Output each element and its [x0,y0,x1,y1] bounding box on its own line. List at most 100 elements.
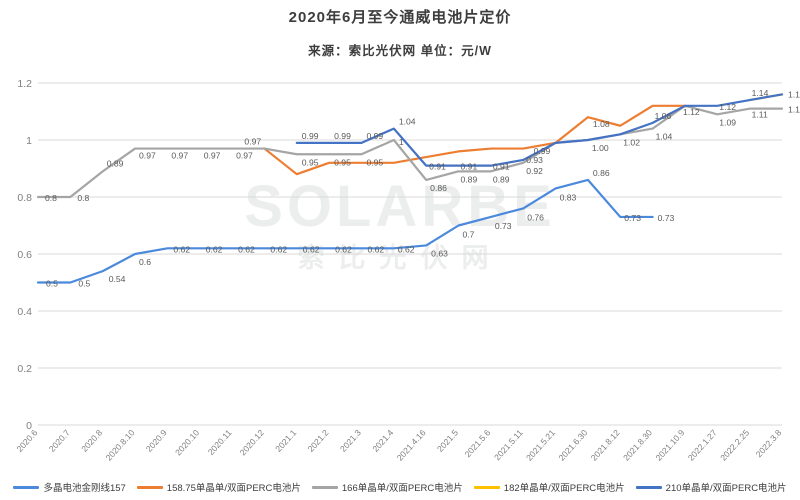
data-label: 1 [399,137,404,147]
data-label: 1.02 [623,137,640,147]
x-axis-tick-label: 2021.5.11 [492,427,525,462]
legend-item[interactable]: 158.75单晶单/双面PERC电池片 [136,480,301,494]
chart-legend: 多晶电池金刚线157 158.75单晶单/双面PERC电池片 166单晶单/双面PE… [0,480,800,494]
data-label: 1.08 [593,119,610,129]
data-label: 1.06 [655,111,672,121]
data-label: 0.92 [526,166,543,176]
data-label: 1.11 [752,110,768,120]
x-axis-tick-label: 2020.10 [173,427,201,457]
legend-swatch-icon [13,485,40,489]
x-axis-tick-label: 2020.8 [79,427,104,453]
x-axis-tick-label: 2021.5.6 [463,427,493,459]
chart-subtitle: 来源：索比光伏网 单位：元/W [308,44,492,58]
data-label: 0.73 [624,213,641,223]
legend-swatch-icon [136,485,163,489]
x-axis-tick-label: 2022.2.25 [718,427,751,462]
x-axis-tick-label: 2020.11 [206,427,234,456]
data-label: 0.62 [270,244,287,254]
x-axis-tick-label: 2021.8.12 [589,427,622,462]
data-label: 1.00 [592,143,609,153]
data-label: 0.95 [302,157,319,167]
legend-label: 多晶电池金刚线157 [43,483,126,494]
data-label: 0.63 [431,248,448,258]
data-label: 0.97 [139,151,156,161]
data-label: 0.97 [204,151,221,161]
x-axis-tick-label: 2021.8.30 [621,427,654,462]
data-label: 0.8 [45,193,57,203]
x-axis-tick-label: 2021.3 [338,427,363,453]
legend-item[interactable]: 多晶电池金刚线157 [13,480,126,494]
data-label: 0.5 [78,279,90,289]
legend-item[interactable]: 166单晶单/双面PERC电池片 [311,480,463,494]
x-axis-tick-label: 2022.1.27 [686,427,719,462]
data-label: 0.62 [367,244,384,254]
data-label: 0.62 [335,244,352,254]
data-label: 0.8 [77,193,89,203]
y-axis-tick-label: 0.6 [17,249,32,261]
series-line [36,178,654,284]
data-label: 0.62 [206,244,223,254]
legend-swatch-icon [311,485,338,489]
data-label: 0.93 [526,155,543,165]
x-axis-tick-label: 2021.10.9 [653,427,686,462]
data-label: 0.86 [430,183,447,193]
data-label: 1.12 [683,107,700,117]
series-line [263,104,687,176]
x-axis-tick-label: 2021.6.30 [556,427,589,462]
legend-label: 210单晶单/双面PERC电池片 [665,483,787,494]
x-axis-tick-label: 2021.5 [435,427,460,453]
y-axis-tick-label: 1.2 [17,78,32,90]
data-label: 0.62 [238,244,255,254]
series-line [36,104,784,199]
x-axis-tick-label: 2020.12 [238,427,266,457]
data-label: 1.12 [719,102,736,112]
data-label: 0.97 [244,137,261,147]
data-label: 0.95 [366,157,383,167]
data-label: 0.91 [493,162,510,172]
data-label: 1.16 [788,89,800,99]
x-axis-tick-label: 2021.1 [273,427,298,453]
data-label: 0.99 [302,131,319,141]
legend-swatch-icon [473,485,500,489]
data-label: 0.89 [493,174,510,184]
x-axis-tick-label: 2022.3.8 [754,427,784,459]
data-label: 0.97 [171,151,188,161]
y-axis-tick-label: 0.8 [17,192,32,204]
y-axis-tick-label: 0.4 [17,306,32,318]
data-label: 0.89 [461,174,478,184]
legend-item[interactable]: 210单晶单/双面PERC电池片 [635,480,787,494]
data-label: 0.83 [560,192,577,202]
data-label: 1.04 [399,117,416,127]
x-axis-tick-label: 2020.9 [144,427,169,453]
data-label: 0.62 [303,244,320,254]
data-label: 0.62 [398,244,415,254]
legend-label: 182单晶单/双面PERC电池片 [503,483,625,494]
data-label: 0.73 [658,213,675,223]
x-axis-tick-label: 2021.4 [370,427,395,453]
data-label: 0.6 [139,257,151,267]
data-label: 0.97 [236,151,253,161]
data-label: 0.73 [495,221,512,231]
data-label: 0.99 [534,146,551,156]
chart-title: 2020年6月至今通威电池片定价 [288,9,512,26]
data-label: 0.91 [461,162,478,172]
x-axis-tick-label: 2021.2 [306,427,331,453]
data-label: 0.86 [593,168,610,178]
data-label: 0.76 [527,212,544,222]
legend-label: 158.75单晶单/双面PERC电池片 [166,483,301,494]
data-label: 1.09 [719,117,736,127]
data-label: 0.89 [107,158,124,168]
x-axis-tick-label: 2021.5.21 [524,427,557,462]
data-label: 0.5 [46,279,58,289]
legend-item[interactable]: 182单晶单/双面PERC电池片 [473,480,625,494]
y-axis-tick-label: 0.2 [17,363,32,375]
data-label: 1.11 [788,105,800,115]
data-label: 0.95 [334,157,351,167]
x-axis-tick-label: 2021.4.16 [395,427,428,462]
data-label: 0.99 [334,131,351,141]
y-axis-tick-label: 0 [26,420,32,432]
data-label: 0.62 [173,244,190,254]
data-label: 1.14 [752,88,769,98]
data-label: 1.04 [656,132,673,142]
